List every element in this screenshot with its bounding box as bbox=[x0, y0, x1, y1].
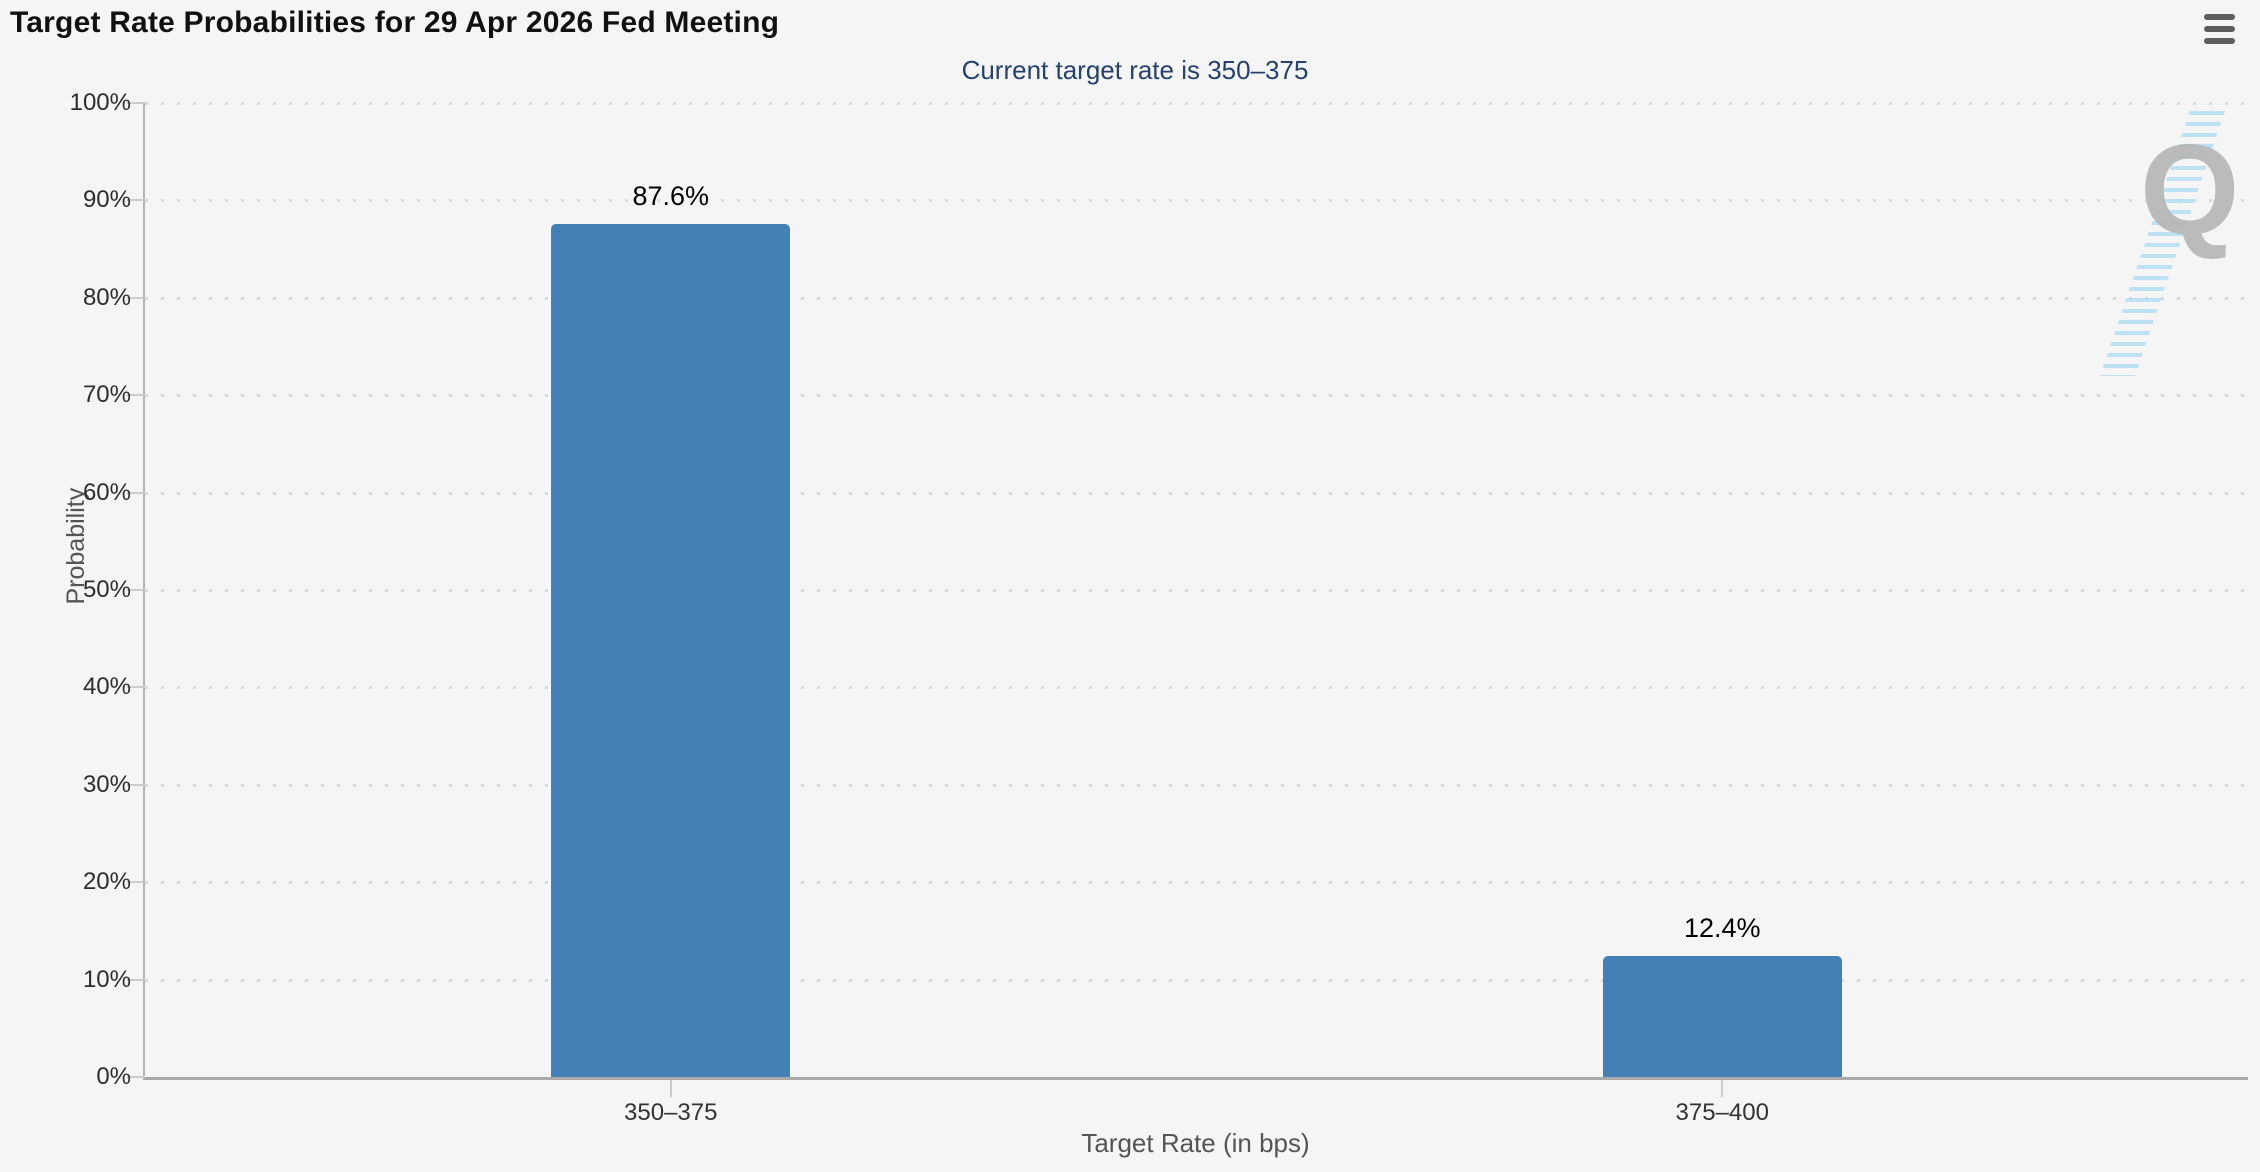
probability-bar[interactable] bbox=[1602, 956, 1842, 1077]
x-axis-title: Target Rate (in bps) bbox=[1081, 1128, 1310, 1158]
y-tick-mark bbox=[127, 199, 145, 202]
y-tick-label: 50% bbox=[82, 576, 131, 603]
y-gridline bbox=[145, 491, 2248, 495]
y-gridline bbox=[145, 296, 2248, 300]
y-tick-mark bbox=[127, 394, 145, 397]
y-tick-mark bbox=[127, 783, 145, 786]
y-tick-mark bbox=[127, 491, 145, 494]
y-gridline bbox=[145, 199, 2248, 203]
y-tick-mark bbox=[127, 296, 145, 299]
probability-bar[interactable] bbox=[551, 223, 791, 1077]
y-gridline bbox=[145, 102, 2248, 105]
y-tick-label: 100% bbox=[69, 89, 131, 116]
y-gridline bbox=[145, 978, 2248, 982]
chart-title: Target Rate Probabilities for 29 Apr 202… bbox=[10, 6, 780, 39]
y-tick-mark bbox=[127, 1076, 145, 1078]
y-tick-mark bbox=[127, 881, 145, 884]
y-tick-mark bbox=[127, 589, 145, 591]
hamburger-menu-icon bbox=[2204, 26, 2235, 32]
y-tick-mark bbox=[127, 102, 145, 104]
hamburger-menu-icon bbox=[2204, 14, 2235, 20]
y-tick-label: 70% bbox=[82, 381, 131, 409]
chart-subtitle: Current target rate is 350–375 bbox=[961, 55, 1309, 85]
x-tick-mark bbox=[1721, 1080, 1724, 1097]
y-tick-label: 0% bbox=[96, 1063, 131, 1090]
bar-value-label: 87.6% bbox=[632, 180, 710, 211]
bar-value-label: 12.4% bbox=[1683, 913, 1761, 944]
y-tick-label: 60% bbox=[82, 478, 131, 506]
y-gridline bbox=[145, 686, 2248, 690]
y-tick-label: 30% bbox=[82, 770, 131, 798]
x-tick-mark bbox=[669, 1080, 672, 1097]
y-tick-label: 40% bbox=[82, 673, 131, 701]
x-tick-label: 350–375 bbox=[624, 1099, 718, 1126]
x-tick-label: 375–400 bbox=[1675, 1099, 1769, 1126]
chart-menu-button[interactable] bbox=[2204, 14, 2238, 44]
y-tick-label: 10% bbox=[82, 965, 131, 993]
y-tick-label: 20% bbox=[82, 868, 131, 896]
y-gridline bbox=[145, 783, 2248, 787]
y-tick-label: 90% bbox=[82, 186, 131, 214]
y-gridline bbox=[145, 881, 2248, 885]
y-tick-mark bbox=[127, 978, 145, 981]
hamburger-menu-icon bbox=[2204, 38, 2235, 44]
y-gridline bbox=[145, 589, 2248, 592]
plot-area: 0% 10% 20% 30% 40% 50% 60% 70% 80% 90% 100% 87.6% 35… bbox=[70, 89, 2248, 1126]
y-tick-label: 80% bbox=[82, 283, 131, 311]
y-gridline bbox=[145, 394, 2248, 398]
y-tick-mark bbox=[127, 686, 145, 689]
